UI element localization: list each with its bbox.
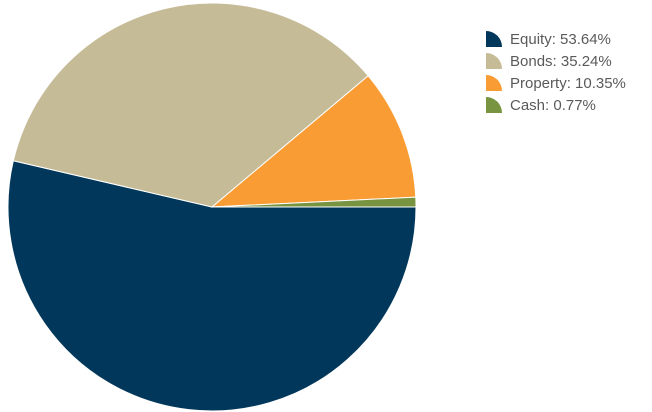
pie-slice-property[interactable] (210, 75, 417, 208)
pie-slice-equity[interactable] (7, 160, 417, 412)
legend-label-equity: Equity: 53.64% (510, 30, 611, 48)
legend-label-property: Property: 10.35% (510, 74, 626, 92)
legend-swatch-bonds (486, 53, 502, 69)
legend-swatch-cash (486, 97, 502, 113)
legend-item-equity[interactable]: Equity: 53.64% (486, 28, 652, 50)
legend-label-cash: Cash: 0.77% (510, 96, 596, 114)
legend-item-cash[interactable]: Cash: 0.77% (486, 94, 652, 116)
legend-swatch-equity (486, 31, 502, 47)
legend-swatch-property (486, 75, 502, 91)
pie-slice-bonds[interactable] (12, 2, 369, 208)
legend-item-bonds[interactable]: Bonds: 35.24% (486, 50, 652, 72)
pie-slice-cash[interactable] (211, 196, 417, 208)
legend: Equity: 53.64% Bonds: 35.24% Property: 1… (486, 28, 652, 116)
legend-item-property[interactable]: Property: 10.35% (486, 72, 652, 94)
legend-label-bonds: Bonds: 35.24% (510, 52, 612, 70)
